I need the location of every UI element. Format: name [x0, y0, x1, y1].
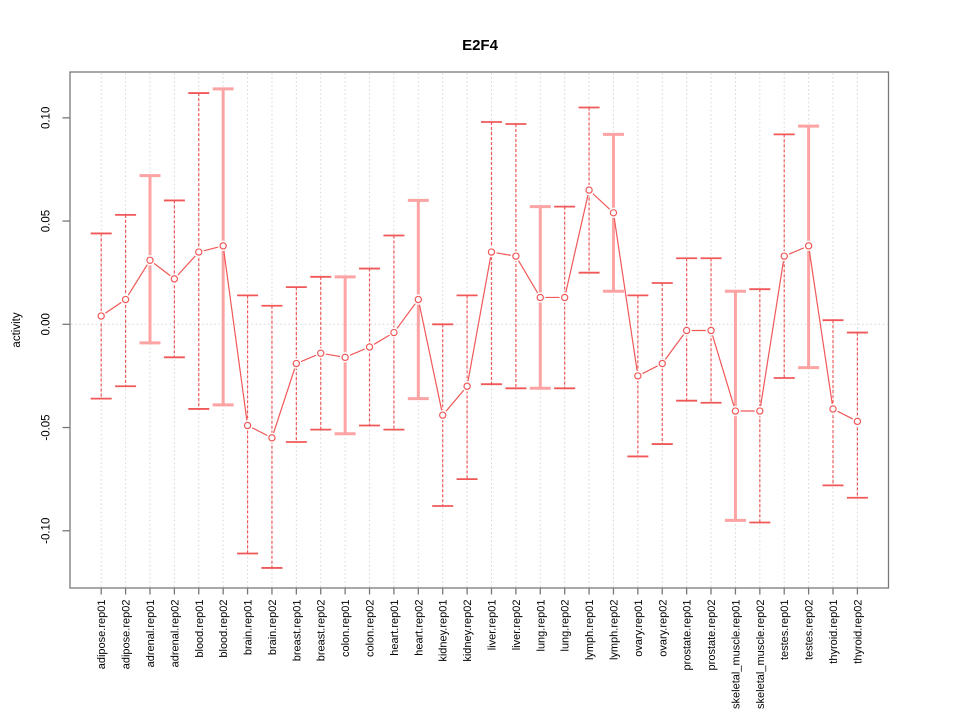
data-point-marker	[219, 242, 227, 250]
data-point-marker	[463, 382, 471, 390]
data-point-marker	[317, 349, 325, 357]
x-tick-label: testes.rep02	[804, 600, 816, 661]
x-tick-label: adipose.rep01	[96, 600, 108, 670]
data-point-marker	[97, 312, 105, 320]
data-point-marker	[365, 343, 374, 351]
data-point-marker	[707, 326, 715, 335]
data-point-marker	[609, 209, 618, 217]
y-tick-label: 0.05	[41, 210, 53, 232]
data-point-marker	[487, 248, 496, 256]
x-tick-label: skeletal_muscle.rep02	[755, 600, 767, 709]
x-tick-label: prostate.rep02	[706, 600, 718, 671]
x-tick-label: brain.rep01	[243, 600, 255, 656]
series-line	[100, 188, 858, 439]
data-point-marker	[853, 417, 862, 426]
x-tick-label: adipose.rep02	[121, 600, 133, 670]
data-point-marker	[243, 421, 252, 430]
x-tick-label: adrenal.rep02	[169, 600, 181, 668]
y-tick-label: -0.05	[41, 414, 53, 440]
data-point-marker	[756, 407, 764, 415]
x-tick-label: ovary.rep01	[633, 600, 645, 657]
x-tick-label: blood.rep01	[194, 600, 206, 658]
x-tick-label: thyroid.rep01	[828, 600, 840, 664]
data-point-marker	[560, 293, 569, 302]
y-tick-label: 0.00	[41, 313, 53, 335]
data-point-marker	[170, 275, 179, 283]
x-tick-label: heart.rep02	[413, 600, 425, 656]
x-tick-label: lung.rep01	[535, 600, 547, 652]
x-tick-label: colon.rep01	[340, 600, 352, 658]
data-point-marker	[146, 256, 154, 264]
x-tick-label: adrenal.rep01	[145, 600, 157, 668]
x-tick-label: lymph.rep02	[608, 600, 620, 661]
x-tick-label: testes.rep01	[779, 600, 791, 661]
data-point-marker	[731, 407, 740, 415]
data-point-marker	[390, 328, 398, 337]
x-tick-label: lymph.rep01	[584, 600, 596, 661]
data-point-marker	[439, 411, 447, 419]
data-point-marker	[829, 405, 837, 413]
x-tick-label: prostate.rep01	[682, 600, 694, 671]
chart-title: E2F4	[462, 37, 498, 54]
x-tick-label: ovary.rep02	[657, 600, 669, 657]
plot-border	[69, 71, 890, 589]
x-tick-label: brain.rep02	[267, 600, 279, 656]
x-tick-label: heart.rep01	[389, 600, 401, 656]
x-tick-label: kidney.rep02	[462, 600, 474, 662]
data-point-marker	[804, 242, 813, 250]
data-point-marker	[536, 293, 544, 302]
data-point-marker	[682, 326, 691, 335]
data-point-marker	[292, 359, 301, 368]
x-tick-label: skeletal_muscle.rep01	[730, 600, 742, 709]
x-tick-label: liver.rep02	[511, 600, 523, 651]
x-tick-label: thyroid.rep02	[852, 600, 864, 664]
x-tick-label: colon.rep02	[365, 600, 377, 658]
data-point-marker	[658, 359, 666, 368]
x-tick-label: blood.rep02	[218, 600, 230, 658]
y-tick-label: -0.10	[41, 518, 53, 544]
data-point-marker	[121, 295, 130, 304]
x-tick-label: breast.rep01	[291, 600, 303, 662]
x-tick-label: breast.rep02	[316, 600, 328, 662]
data-point-marker	[585, 186, 593, 194]
x-tick-label: liver.rep01	[486, 600, 498, 651]
x-tick-label: lung.rep02	[560, 600, 572, 652]
data-point-marker	[414, 295, 423, 304]
data-point-marker	[341, 353, 349, 362]
data-point-marker	[634, 372, 642, 380]
y-tick-label: 0.10	[41, 107, 53, 129]
data-point-marker	[512, 252, 520, 260]
data-point-marker	[780, 252, 788, 260]
data-point-marker	[268, 434, 276, 442]
data-point-marker	[195, 248, 203, 256]
x-tick-label: kidney.rep01	[438, 600, 450, 662]
